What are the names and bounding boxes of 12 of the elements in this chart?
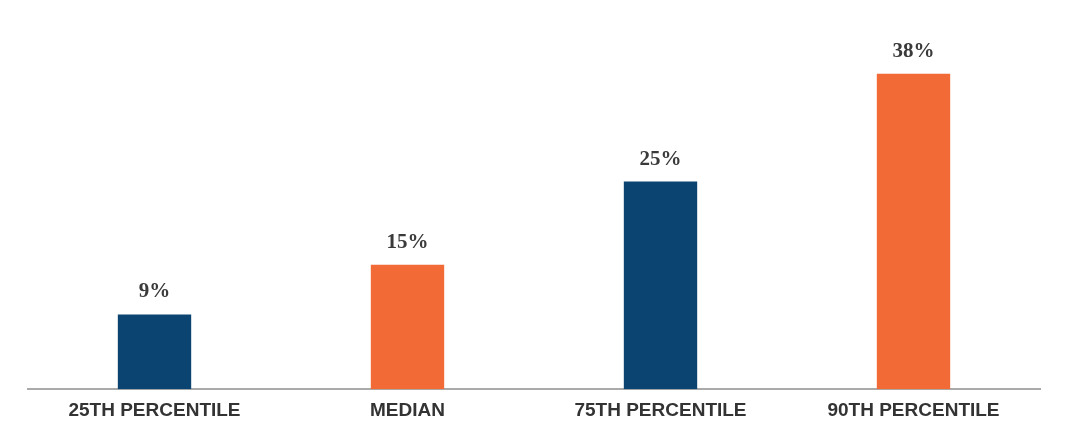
x-tick-label: MEDIAN xyxy=(370,398,445,420)
data-label: 15% xyxy=(386,228,429,253)
x-tick-label: 25TH PERCENTILE xyxy=(68,398,241,420)
bar xyxy=(623,181,698,390)
data-label: 38% xyxy=(892,37,935,62)
data-label: 25% xyxy=(639,145,682,170)
x-tick-label: 75TH PERCENTILE xyxy=(574,398,747,420)
bar xyxy=(370,264,445,390)
bar xyxy=(876,73,951,390)
bar xyxy=(117,314,192,390)
data-label: 9% xyxy=(138,278,171,303)
x-tick-label: 90TH PERCENTILE xyxy=(827,398,1000,420)
